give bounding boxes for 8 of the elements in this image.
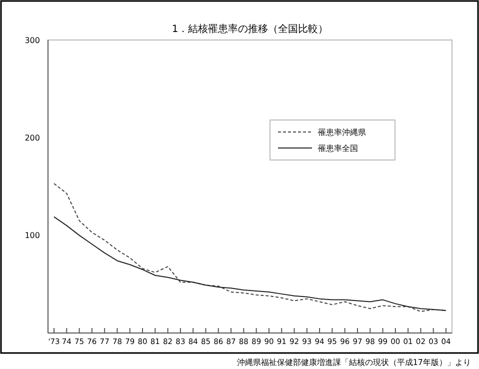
y-tick-label: 200 <box>24 133 40 142</box>
legend-label: 罹患率沖縄県 <box>317 128 366 137</box>
text: 沖縄県福祉保健部健康増進課「結核の現状（平成17年版）」より <box>236 358 471 367</box>
legend-label: 罹患率全国 <box>317 144 358 153</box>
y-tick-label: 300 <box>24 36 40 45</box>
y-tick-label: 100 <box>24 231 40 240</box>
line-series <box>54 216 446 312</box>
chart-title: 1．結核罹患率の推移（全国比較） <box>172 23 328 35</box>
